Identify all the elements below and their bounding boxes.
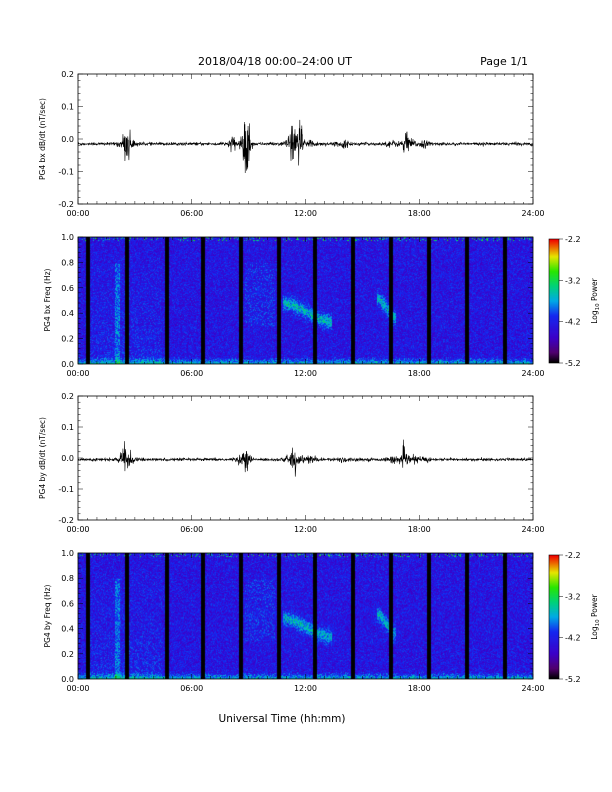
colorbar-bottom-label: Log10 Power	[590, 593, 601, 639]
by-freq-ylabel: PG4 by Freq (Hz)	[43, 584, 52, 647]
x-tick-label: 06:00	[180, 209, 203, 218]
y-tick-label: 0.2	[61, 650, 74, 659]
colorbar-tick-label: -4.2	[565, 634, 581, 643]
colorbar-tick-label: -2.2	[565, 551, 581, 560]
colorbar-tick-label: -4.2	[565, 318, 581, 327]
colorbar-bottom-gradient	[549, 555, 559, 679]
page-number: Page 1/1	[480, 55, 528, 68]
colorbar-tick-label: -5.2	[565, 359, 581, 368]
by-dbdt-trace	[78, 439, 533, 477]
y-tick-label: 1.0	[61, 233, 74, 242]
x-tick-label: 06:00	[180, 525, 203, 534]
colorbar-top-gradient	[549, 239, 559, 363]
x-tick-label: 12:00	[294, 684, 317, 693]
panel-bx-spectrogram: 1.0 0.8 0.6 0.4 0.2 0.0 00:00 06:00 12:00 18:00 2…	[43, 233, 545, 378]
x-tick-label: 24:00	[521, 684, 544, 693]
x-tick-label: 24:00	[521, 369, 544, 378]
panel-bx-dbdt: 0.2 0.1 0.0 -0.1 -0.2 00:00 06:00 12:00 18:00 24…	[38, 70, 545, 218]
y-tick-label: -0.2	[58, 200, 74, 209]
by-dbdt-ylabel: PG4 by dB/dt (nT/sec)	[38, 417, 47, 499]
colorbar-tick-label: -3.2	[565, 592, 581, 601]
y-tick-label: -0.2	[58, 516, 74, 525]
x-tick-label: 00:00	[66, 684, 89, 693]
y-tick-label: -0.1	[58, 485, 74, 494]
x-tick-label: 12:00	[294, 525, 317, 534]
y-tick-label: 0.2	[61, 392, 74, 401]
y-tick-label: 0.0	[61, 135, 74, 144]
panel-by-spectrogram: 1.0 0.8 0.6 0.4 0.2 0.0 00:00 06:00 12:00 18:00 2…	[43, 549, 545, 693]
x-tick-label: 12:00	[294, 209, 317, 218]
x-tick-label: 18:00	[408, 684, 431, 693]
colorbar-bottom: -2.2 -3.2 -4.2 -5.2 Log10 Power	[548, 551, 601, 684]
colorbar-tick-label: -2.2	[565, 235, 581, 244]
colorbar-top: -2.2 -3.2 -4.2 -5.2 Log10 Power	[548, 235, 601, 368]
y-tick-label: -0.1	[58, 168, 74, 177]
x-tick-label: 00:00	[66, 525, 89, 534]
y-tick-label: 0.2	[61, 70, 74, 79]
bx-spectrogram-image	[78, 237, 533, 364]
y-tick-label: 0.1	[61, 103, 74, 112]
x-tick-label: 18:00	[408, 369, 431, 378]
x-tick-label: 18:00	[408, 525, 431, 534]
y-tick-label: 0.6	[61, 599, 74, 608]
y-tick-label: 0.8	[61, 574, 74, 583]
colorbar-tick-label: -5.2	[565, 675, 581, 684]
x-axis-label: Universal Time (hh:mm)	[219, 713, 346, 725]
y-tick-label: 0.0	[61, 675, 74, 684]
colorbar-top-label: Log10 Power	[590, 277, 601, 323]
y-tick-label: 0.6	[61, 284, 74, 293]
x-tick-label: 18:00	[408, 209, 431, 218]
x-tick-label: 24:00	[521, 525, 544, 534]
y-tick-label: 0.4	[61, 309, 74, 318]
colorbar-tick-label: -3.2	[565, 276, 581, 285]
y-tick-label: 0.1	[61, 423, 74, 432]
y-tick-label: 0.2	[61, 335, 74, 344]
bx-freq-ylabel: PG4 bx Freq (Hz)	[43, 268, 52, 331]
y-tick-label: 0.4	[61, 625, 74, 634]
page-title: 2018/04/18 00:00–24:00 UT	[198, 55, 352, 68]
y-tick-label: 0.0	[61, 454, 74, 463]
x-tick-label: 00:00	[66, 369, 89, 378]
bx-dbdt-trace	[78, 119, 533, 174]
y-tick-label: 0.8	[61, 258, 74, 267]
x-tick-label: 24:00	[521, 209, 544, 218]
bx-dbdt-ylabel: PG4 bx dB/dt (nT/sec)	[38, 98, 47, 180]
y-tick-label: 0.0	[61, 360, 74, 369]
x-tick-label: 12:00	[294, 369, 317, 378]
by-spectrogram-image	[78, 553, 533, 679]
x-tick-label: 00:00	[66, 209, 89, 218]
panel-by-dbdt: 0.2 0.1 0.0 -0.1 -0.2 00:00 06:00 12:00 18:00 24…	[38, 392, 545, 534]
x-tick-label: 06:00	[180, 369, 203, 378]
y-tick-label: 1.0	[61, 549, 74, 558]
x-tick-label: 06:00	[180, 684, 203, 693]
